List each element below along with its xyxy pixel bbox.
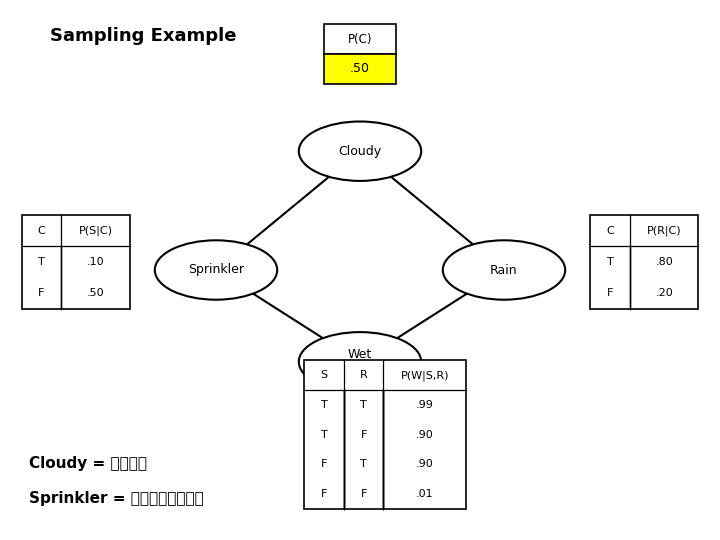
Text: F: F: [607, 288, 613, 298]
Text: .90: .90: [416, 430, 433, 440]
Text: Cloudy: Cloudy: [338, 145, 382, 158]
Text: C: C: [37, 226, 45, 235]
Text: P(W|S,R): P(W|S,R): [400, 370, 449, 381]
Text: T: T: [320, 400, 328, 410]
Text: T: T: [320, 430, 328, 440]
Text: R: R: [360, 370, 367, 380]
Text: F: F: [321, 460, 327, 469]
FancyBboxPatch shape: [305, 361, 467, 509]
Text: T: T: [607, 257, 613, 267]
Text: F: F: [38, 288, 45, 298]
Text: Rain: Rain: [490, 264, 518, 276]
Text: .99: .99: [416, 400, 433, 410]
Text: P(C): P(C): [348, 32, 372, 46]
Text: C: C: [606, 226, 614, 235]
Text: Sampling Example: Sampling Example: [50, 27, 237, 45]
Text: P(R|C): P(R|C): [647, 225, 682, 236]
Text: T: T: [360, 400, 367, 410]
Text: Cloudy = มเมฆ: Cloudy = มเมฆ: [29, 456, 147, 471]
Ellipse shape: [155, 240, 277, 300]
Text: T: T: [38, 257, 45, 267]
Ellipse shape: [443, 240, 565, 300]
FancyBboxPatch shape: [590, 215, 698, 309]
Text: .20: .20: [655, 288, 673, 298]
Text: F: F: [361, 430, 366, 440]
Text: .90: .90: [416, 460, 433, 469]
Text: .50: .50: [350, 62, 370, 76]
Text: P(S|C): P(S|C): [78, 225, 112, 236]
Ellipse shape: [299, 332, 421, 392]
Text: .50: .50: [86, 288, 104, 298]
Text: .01: .01: [416, 489, 433, 499]
Text: Sprinkler: Sprinkler: [188, 264, 244, 276]
Text: .10: .10: [86, 257, 104, 267]
FancyBboxPatch shape: [22, 215, 130, 309]
FancyBboxPatch shape: [324, 24, 396, 54]
Text: F: F: [361, 489, 366, 499]
Ellipse shape: [299, 122, 421, 181]
Text: S: S: [320, 370, 328, 380]
FancyBboxPatch shape: [324, 54, 396, 84]
Text: T: T: [360, 460, 367, 469]
Text: .80: .80: [655, 257, 673, 267]
Text: F: F: [321, 489, 327, 499]
Text: Sprinkler = ละอองน้ำ: Sprinkler = ละอองน้ำ: [29, 491, 204, 507]
Text: Wet
Grass: Wet Grass: [342, 348, 378, 376]
